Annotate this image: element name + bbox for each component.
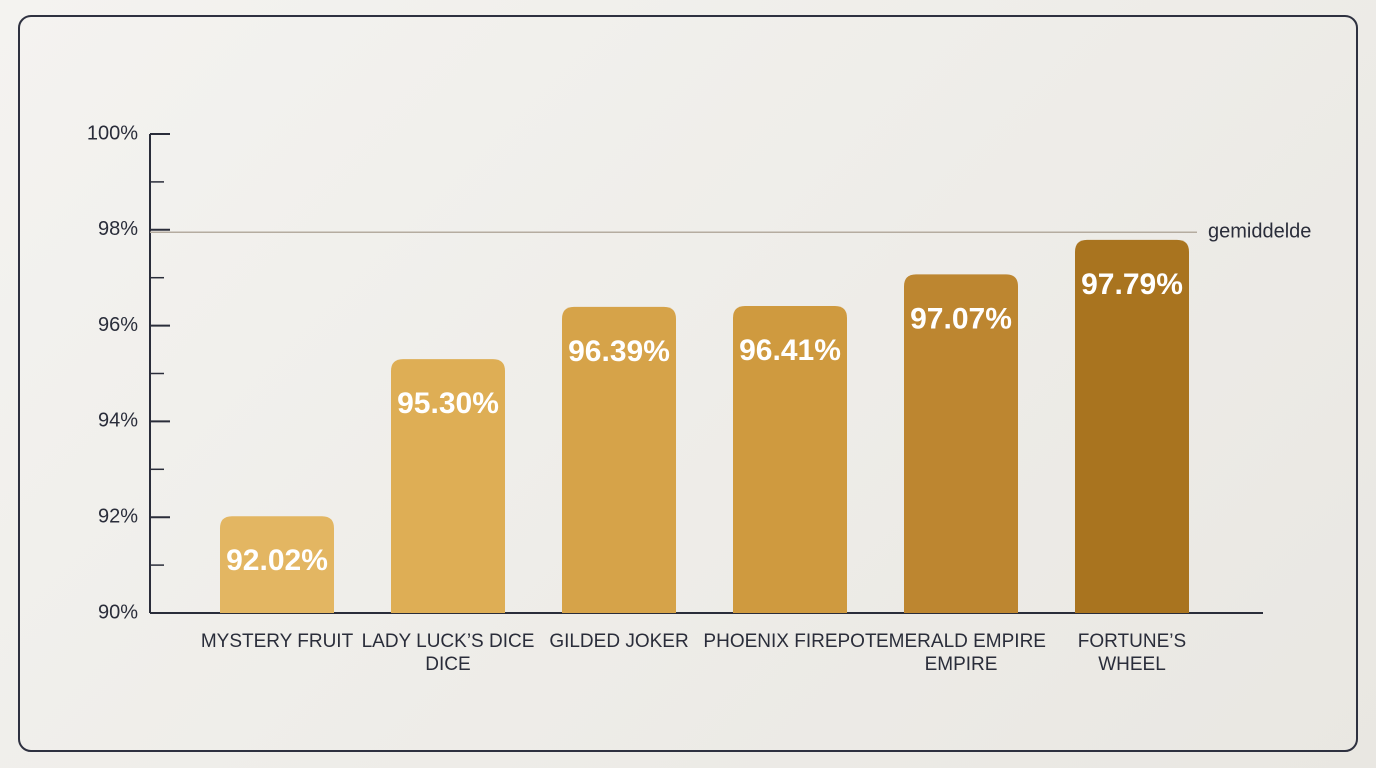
value-label: 92.02% (226, 544, 328, 577)
reference-label: gemiddelde (1208, 220, 1311, 242)
bar (1075, 239, 1189, 613)
x-tick-label: DICE (425, 654, 470, 675)
y-tick-label: 100% (87, 122, 138, 144)
x-tick-label: LADY LUCK’S DICE (362, 631, 535, 652)
x-tick-label: EMPIRE (925, 654, 998, 675)
x-tick-label: FORTUNE’S (1078, 631, 1186, 652)
value-label: 95.30% (397, 387, 499, 420)
bar (391, 359, 505, 613)
x-tick-label: GILDED JOKER (549, 631, 688, 652)
y-tick-label: 96% (98, 314, 138, 336)
y-tick-label: 90% (98, 601, 138, 623)
value-label: 96.39% (568, 335, 670, 368)
bar (733, 305, 847, 613)
value-label: 96.41% (739, 334, 841, 367)
x-tick-label: EMERALD EMPIRE (876, 631, 1046, 652)
value-label: 97.07% (910, 302, 1012, 335)
x-tick-label: PHOENIX FIREPOT (703, 631, 877, 652)
bar (904, 274, 1018, 613)
bar (562, 306, 676, 613)
bar (220, 516, 334, 613)
x-tick-label: MYSTERY FRUIT (201, 631, 354, 652)
card-border (18, 15, 1358, 752)
y-tick-label: 98% (98, 218, 138, 240)
y-tick-label: 94% (98, 410, 138, 432)
value-label: 97.79% (1081, 268, 1183, 301)
x-tick-label: WHEEL (1098, 654, 1166, 675)
y-tick-label: 92% (98, 505, 138, 527)
